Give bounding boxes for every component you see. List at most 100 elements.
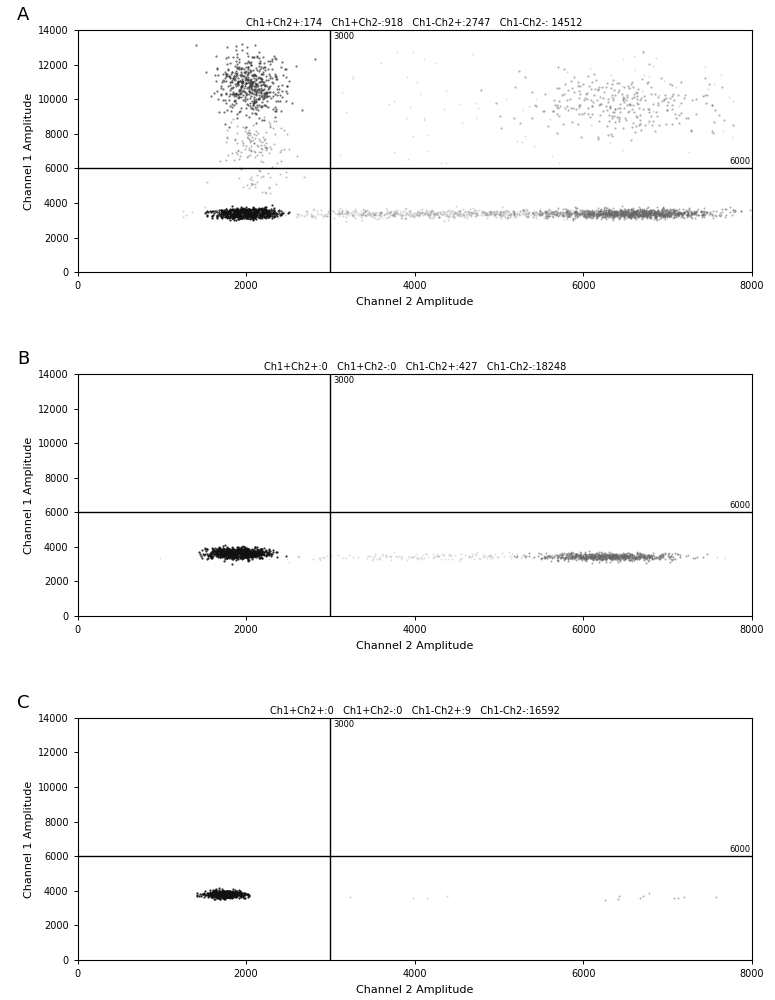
Point: [234, 205, 246, 221]
Point: [611, 204, 623, 220]
Point: [212, 885, 224, 901]
Point: [626, 115, 639, 131]
Point: [260, 204, 273, 220]
Point: [624, 80, 636, 96]
Point: [226, 543, 239, 559]
Point: [604, 549, 616, 565]
Point: [251, 167, 264, 183]
Point: [230, 205, 243, 221]
Point: [640, 208, 653, 224]
Point: [617, 548, 629, 564]
Point: [688, 205, 701, 221]
Point: [643, 209, 656, 225]
Point: [581, 85, 594, 101]
Point: [232, 544, 244, 560]
Point: [215, 887, 228, 903]
Point: [228, 547, 240, 563]
Point: [234, 203, 246, 219]
Point: [242, 544, 254, 560]
Point: [243, 204, 255, 220]
Point: [226, 205, 238, 221]
Point: [226, 543, 239, 559]
Point: [242, 206, 254, 222]
Point: [625, 206, 637, 222]
Point: [426, 203, 439, 219]
Point: [260, 545, 273, 561]
Point: [243, 206, 256, 222]
Point: [488, 546, 501, 562]
Point: [236, 201, 248, 217]
Point: [315, 206, 328, 222]
Point: [240, 107, 253, 123]
Point: [648, 548, 660, 564]
Point: [629, 203, 642, 219]
Point: [611, 205, 624, 221]
Point: [246, 208, 259, 224]
Point: [212, 91, 224, 107]
Point: [239, 207, 251, 223]
Point: [243, 81, 256, 97]
Point: [529, 205, 542, 221]
Point: [227, 546, 239, 562]
Point: [671, 87, 684, 103]
Point: [606, 207, 618, 223]
Point: [243, 208, 255, 224]
Point: [580, 210, 593, 226]
Point: [587, 204, 599, 220]
Point: [637, 207, 649, 223]
Point: [257, 91, 270, 107]
Point: [665, 207, 677, 223]
Point: [219, 208, 231, 224]
Point: [653, 204, 665, 220]
Point: [234, 547, 246, 563]
Point: [256, 203, 268, 219]
Point: [220, 208, 232, 224]
Point: [231, 106, 243, 122]
Point: [222, 542, 234, 558]
Point: [529, 98, 542, 114]
Point: [230, 202, 243, 218]
Point: [519, 69, 532, 85]
Point: [570, 206, 583, 222]
Point: [255, 66, 267, 82]
Point: [482, 548, 494, 564]
Point: [635, 547, 647, 563]
Point: [625, 204, 637, 220]
Point: [233, 890, 246, 906]
Point: [532, 206, 545, 222]
Point: [213, 543, 226, 559]
Point: [267, 84, 279, 100]
Point: [492, 549, 505, 565]
Point: [660, 202, 672, 218]
Point: [649, 208, 661, 224]
Point: [268, 208, 281, 224]
Point: [656, 206, 668, 222]
Point: [244, 207, 257, 223]
Point: [570, 204, 582, 220]
Point: [609, 203, 622, 219]
Point: [232, 205, 244, 221]
Point: [235, 545, 247, 561]
Point: [238, 546, 250, 562]
Point: [244, 203, 257, 219]
Point: [611, 207, 623, 223]
Point: [246, 206, 259, 222]
Point: [248, 205, 260, 221]
Point: [600, 552, 612, 568]
Point: [236, 71, 248, 87]
Point: [445, 547, 457, 563]
Point: [591, 206, 604, 222]
Point: [258, 209, 270, 225]
Point: [249, 202, 261, 218]
Point: [241, 543, 253, 559]
Point: [232, 544, 244, 560]
Point: [253, 131, 265, 147]
Point: [262, 206, 274, 222]
Point: [210, 887, 222, 903]
Point: [621, 548, 633, 564]
Point: [432, 204, 444, 220]
Point: [220, 544, 232, 560]
Point: [569, 547, 581, 563]
Point: [591, 205, 603, 221]
Point: [229, 546, 241, 562]
